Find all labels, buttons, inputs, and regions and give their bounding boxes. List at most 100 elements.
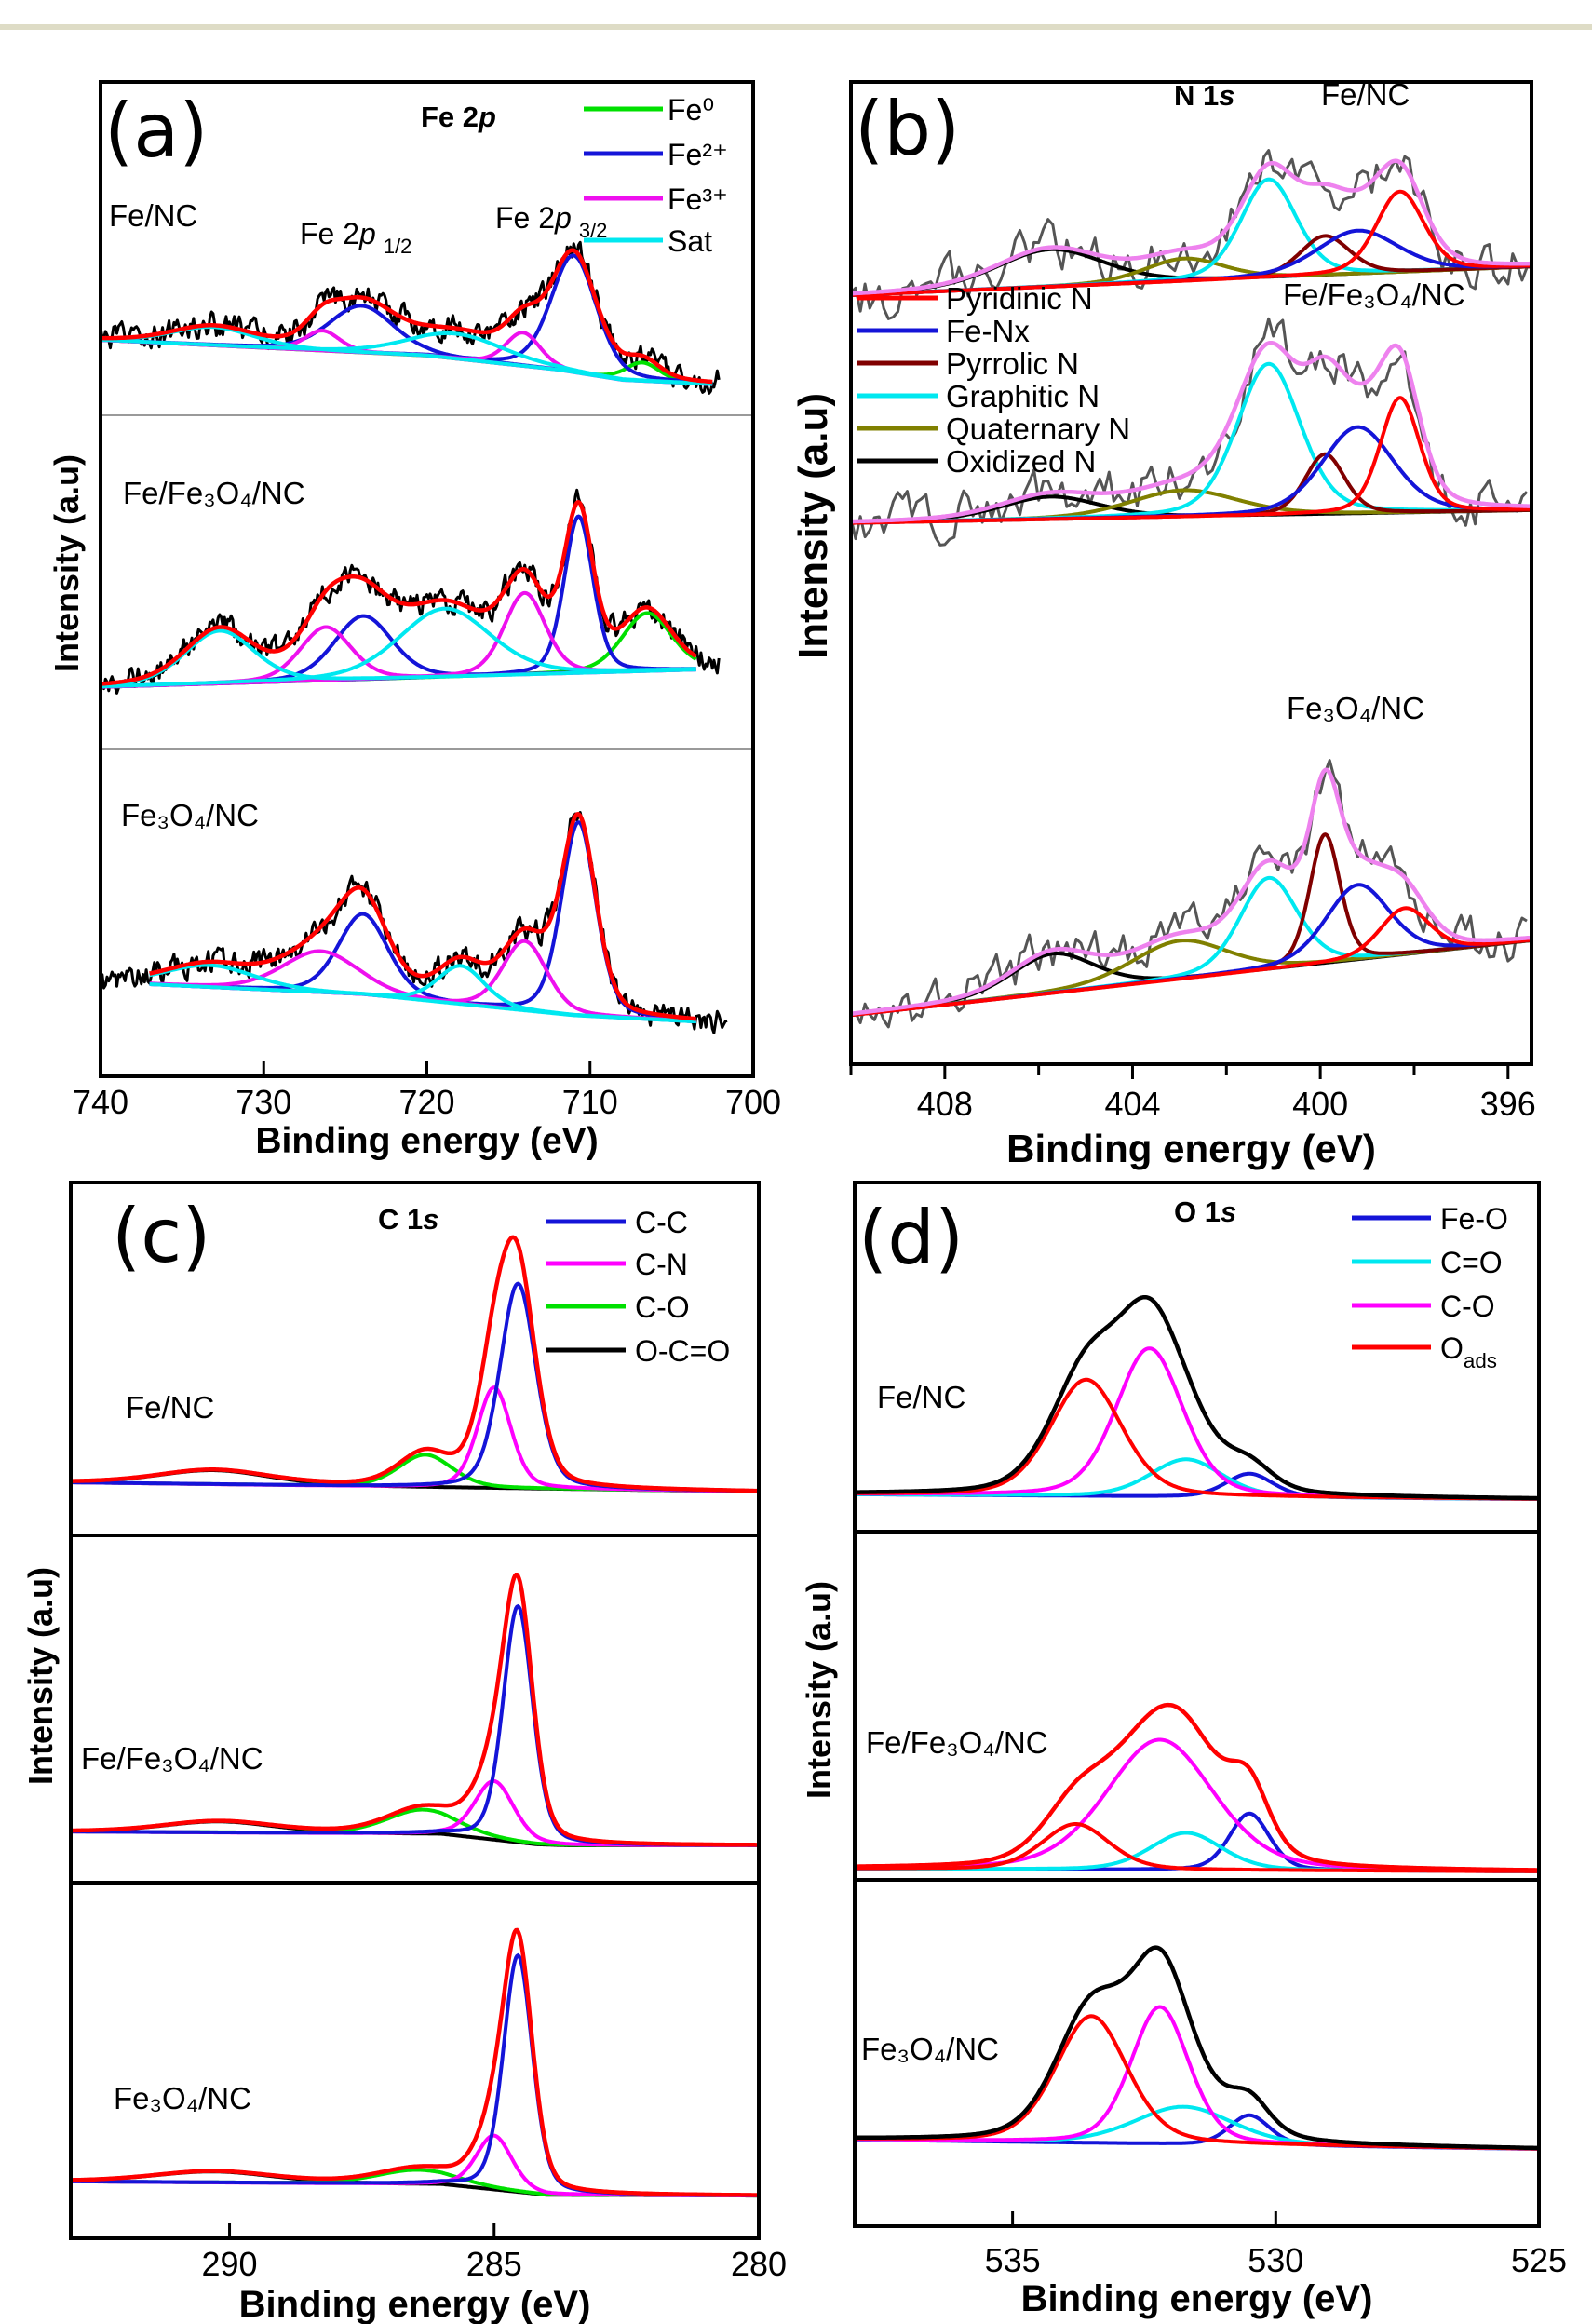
top-band: [0, 24, 1592, 30]
panel-title: C 1s: [378, 1203, 439, 1236]
spectrum: [855, 1945, 1539, 2151]
legend-item: Fe⁰: [584, 93, 714, 127]
x-tick-label: 525: [1511, 2241, 1567, 2279]
legend-item: O-C=O: [546, 1334, 730, 1368]
legend-item: C-N: [546, 1248, 688, 1281]
legend-label: C-N: [635, 1248, 688, 1281]
title-main: C 1: [378, 1203, 423, 1236]
title-main: O 1: [1174, 1196, 1221, 1228]
title-main: Fe 2: [421, 101, 479, 133]
legend-item: Quaternary N: [857, 412, 1130, 446]
x-tick-label: 400: [1292, 1085, 1348, 1123]
legend-label: Oads: [1440, 1331, 1497, 1372]
spectrum: [851, 759, 1531, 1029]
spectrum: [71, 1927, 759, 2198]
spectrum: [851, 317, 1531, 547]
legend-name: Fe-Nx: [946, 314, 1030, 348]
sample-label: Fe/NC: [877, 1380, 965, 1414]
plot-area: [101, 240, 728, 1034]
legend-item: Pyridinic N: [857, 281, 1093, 316]
y-axis-label: Intensity (a.u): [800, 1581, 838, 1799]
legend-name: Fe²⁺: [668, 138, 728, 171]
envelope-fit-line: [149, 811, 696, 1021]
legend-item: C-O: [1352, 1290, 1495, 1323]
sample-label: Fe/NC: [126, 1390, 214, 1425]
legend-item: Fe³⁺: [584, 182, 728, 216]
sample-label: Fe₃O₄/NC: [121, 798, 259, 832]
legend-label: C=O: [1440, 1246, 1503, 1279]
legend-label: C-O: [1440, 1290, 1495, 1323]
annotation-subscript: 3/2: [579, 219, 608, 242]
legend-label: C-O: [635, 1290, 690, 1324]
plot-area: [71, 1235, 759, 2198]
x-tick-label: 700: [725, 1083, 781, 1121]
x-axis-label: Binding energy (eV): [239, 2284, 591, 2324]
legend-name: O: [1440, 1331, 1464, 1365]
legend-name: Graphitic N: [946, 379, 1100, 413]
component-curve-sat: [101, 628, 696, 687]
x-tick-label: 408: [917, 1085, 973, 1123]
spectrum: [71, 1235, 759, 1493]
legend-name: Pyrrolic N: [946, 346, 1079, 381]
envelope-fit-line: [851, 158, 1531, 296]
sample-label: Fe/Fe₃O₄/NC: [1283, 277, 1465, 312]
legend-label: Fe⁰: [668, 93, 714, 127]
y-axis-label: Intensity (a.u): [47, 454, 86, 672]
component-curve-oads: [855, 1822, 1539, 1873]
envelope-fit-line: [855, 1294, 1539, 1501]
x-tick-label: 730: [236, 1083, 291, 1121]
spectrum: [71, 1573, 759, 1847]
sample-label: Fe/NC: [109, 198, 197, 233]
legend-name: C-N: [635, 1248, 688, 1281]
envelope-fit-line: [855, 1945, 1539, 2151]
legend-item: Fe²⁺: [584, 138, 728, 171]
legend-item: Oads: [1352, 1331, 1497, 1372]
legend-name: Fe³⁺: [668, 182, 728, 216]
spectrum: [101, 488, 721, 695]
sample-label: Fe₃O₄/NC: [114, 2081, 251, 2115]
axes-frame: [69, 1181, 761, 2240]
legend-name: C-C: [635, 1206, 688, 1239]
axes-frame: [853, 1181, 1541, 2228]
x-tick-label: 740: [73, 1083, 128, 1121]
y-axis-label: Intensity (a.u): [790, 393, 836, 659]
legend-label: Graphitic N: [946, 379, 1100, 413]
sample-label: Fe/Fe₃O₄/NC: [81, 1741, 263, 1776]
spectrum: [855, 1702, 1539, 1873]
panel-a: Fe/NC Fe/Fe₃O₄/NC Fe₃O₄/NC 740 730 720 710 700 B…: [47, 80, 781, 1161]
title-italic: p: [478, 101, 496, 133]
spectrum: [101, 811, 728, 1034]
peak-annotation: Fe 2p 1/2: [300, 217, 411, 258]
raw-data-line: [851, 317, 1529, 547]
legend-label: Quaternary N: [946, 412, 1130, 446]
envelope-fit-line: [71, 1573, 759, 1847]
x-tick-label: 535: [985, 2241, 1041, 2279]
legend-name: Quaternary N: [946, 412, 1130, 446]
panel-title: N 1s: [1174, 79, 1235, 112]
legend-label: C-C: [635, 1206, 688, 1239]
envelope-fit-line: [71, 1235, 759, 1493]
component-curve-pyridinic-n: [851, 189, 1531, 297]
annotation-main: Fe 2: [495, 201, 555, 235]
spectrum: [101, 240, 721, 395]
x-tick-label: 720: [398, 1083, 454, 1121]
panel-d: Fe/NC Fe/Fe₃O₄/NC Fe₃O₄/NC 535 530 525 Binding…: [800, 1181, 1567, 2319]
legend-subscript: ads: [1464, 1349, 1497, 1372]
spectrum: [851, 149, 1531, 320]
y-axis-label: Intensity (a.u): [21, 1567, 60, 1785]
legend-label: Fe-Nx: [946, 314, 1030, 348]
legend-label: Fe³⁺: [668, 182, 728, 216]
legend-label: Fe²⁺: [668, 138, 728, 171]
legend-item: Fe-Nx: [857, 314, 1030, 348]
legend-item: C=O: [1352, 1246, 1503, 1279]
x-tick-label: 404: [1104, 1085, 1160, 1123]
legend-name: Oxidized N: [946, 444, 1096, 479]
annotation-italic: p: [554, 201, 572, 235]
plot-area: [855, 1294, 1539, 2151]
sample-label: Fe/Fe₃O₄/NC: [123, 476, 305, 510]
title-italic: s: [1219, 79, 1234, 112]
sample-label: Fe₃O₄/NC: [861, 2032, 999, 2066]
sample-label: Fe/Fe₃O₄/NC: [866, 1725, 1048, 1760]
envelope-fit-line: [851, 767, 1531, 1017]
